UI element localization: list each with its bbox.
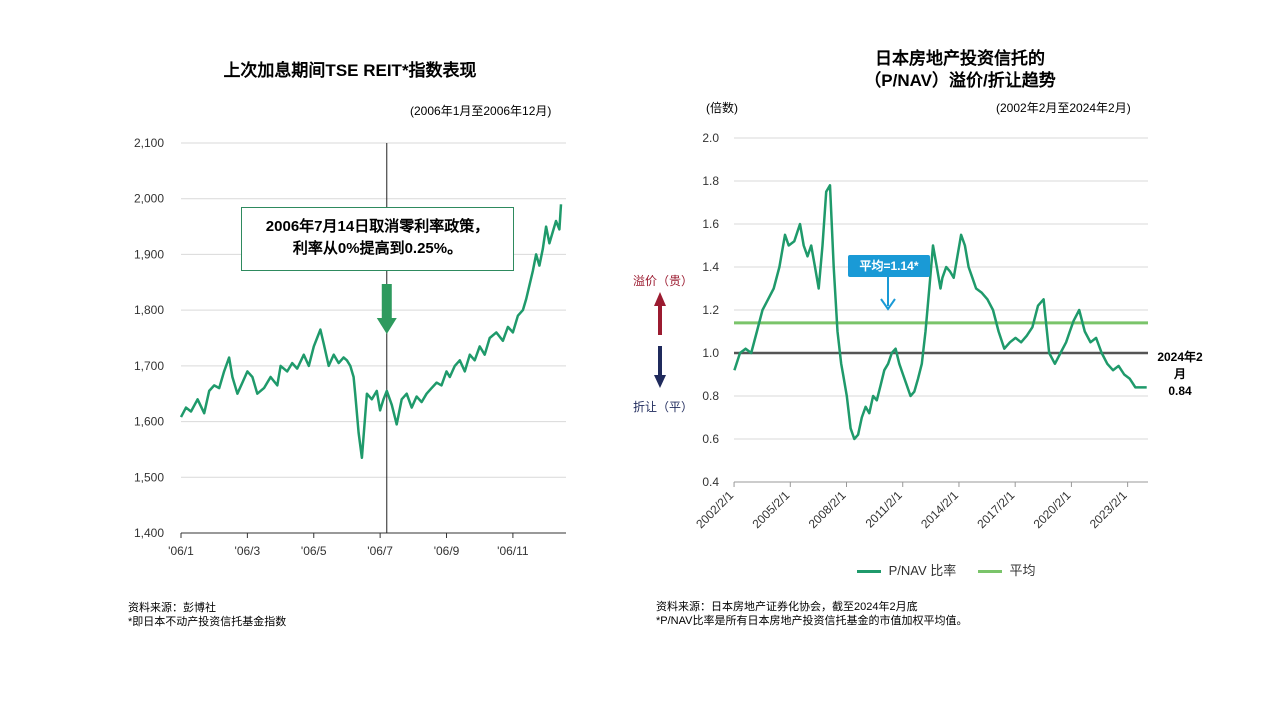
discount-label: 折让（平） [633, 400, 694, 414]
right-y-tick-label: 1.4 [702, 260, 719, 274]
left-y-tick-label: 1,900 [134, 247, 164, 261]
left-x-tick-label: '06/11 [497, 544, 529, 558]
right-title-line-2: （P/NAV）溢价/折让趋势 [864, 71, 1056, 90]
legend-avg-swatch [977, 570, 1002, 574]
right-y-tick-label: 0.4 [702, 475, 719, 489]
legend-pnav-label: P/NAV 比率 [888, 563, 957, 578]
left-chart-period: (2006年1月至2006年12月) [410, 104, 552, 118]
left-source-line-1: 资料来源：彭博社 [128, 602, 216, 614]
left-x-tick-label: '06/1 [168, 544, 194, 558]
right-x-tick-label: 2014/2/1 [918, 488, 961, 531]
right-source-line-2: *P/NAV比率是所有日本房地产投资信托基金的市值加权平均值。 [656, 615, 968, 627]
right-source-line-1: 资料来源：日本房地产证券化协会，截至2024年2月底 [656, 601, 918, 613]
left-source: 资料来源：彭博社 *即日本不动产投资信托基金指数 [128, 601, 286, 629]
right-y-tick-label: 1.6 [702, 217, 719, 231]
right-y-tick-label: 1.2 [702, 303, 719, 317]
green-down-arrow-icon [376, 318, 397, 334]
left-source-line-2: *即日本不动产投资信托基金指数 [128, 616, 287, 628]
right-chart-period: (2002年2月至2024年2月) [996, 101, 1131, 115]
discount-arrow-shaft [658, 346, 662, 376]
end-label-date: 2024年2月 [1157, 350, 1203, 381]
legend: P/NAV 比率 平均 [857, 560, 1036, 579]
left-y-tick-label: 1,700 [134, 359, 164, 373]
left-y-tick-label: 1,800 [134, 303, 164, 317]
left-annotation-box: 2006年7月14日取消零利率政策， 利率从0%提高到0.25%。 [241, 207, 514, 271]
left-y-tick-label: 2,100 [134, 136, 164, 150]
right-x-tick-label: 2023/2/1 [1087, 488, 1130, 531]
tse-reit-series-line [179, 204, 563, 460]
premium-label: 溢价（贵） [633, 274, 694, 288]
end-label-value: 0.84 [1168, 384, 1192, 398]
green-down-arrow-shaft [381, 284, 392, 320]
left-x-tick-label: '06/5 [301, 544, 327, 558]
right-x-tick-label: 2011/2/1 [863, 488, 906, 531]
right-title-line-1: 日本房地产投资信托的 [875, 49, 1045, 68]
right-y-tick-label: 0.6 [702, 432, 719, 446]
legend-pnav-swatch [857, 570, 881, 574]
left-x-tick-label: '06/7 [367, 544, 393, 558]
right-y-tick-label: 1.0 [702, 346, 719, 360]
left-y-tick-label: 2,000 [134, 192, 164, 206]
right-x-tick-label: 2020/2/1 [1031, 488, 1074, 531]
right-chart-title: 日本房地产投资信托的 （P/NAV）溢价/折让趋势 [800, 48, 1120, 92]
legend-avg-label: 平均 [1009, 563, 1036, 578]
pnav-series-line [733, 184, 1147, 441]
right-y-tick-label: 0.8 [702, 389, 719, 403]
left-chart-title: 上次加息期间TSE REIT*指数表现 [223, 61, 477, 80]
left-x-tick-label: '06/9 [434, 544, 460, 558]
average-callout: 平均=1.14* [848, 255, 930, 277]
end-label: 2024年2月 0.84 [1156, 349, 1204, 400]
callout-pointer-arrow-icon [880, 298, 896, 311]
right-x-tick-label: 2005/2/1 [749, 488, 792, 531]
right-y-tick-label: 1.8 [702, 174, 719, 188]
annotation-line-1: 2006年7月14日取消零利率政策， [265, 218, 490, 235]
left-x-tick-label: '06/3 [235, 544, 261, 558]
left-y-tick-label: 1,500 [134, 470, 164, 484]
annotation-line-2: 利率从0%提高到0.25%。 [292, 240, 463, 257]
right-x-tick-label: 2008/2/1 [806, 488, 849, 531]
premium-arrow-shaft [658, 305, 662, 335]
right-chart-unit: (倍数) [706, 101, 738, 115]
right-source: 资料来源：日本房地产证券化协会，截至2024年2月底 *P/NAV比率是所有日本… [656, 600, 967, 628]
left-y-tick-label: 1,400 [134, 526, 164, 540]
left-y-tick-label: 1,600 [134, 415, 164, 429]
right-x-tick-label: 2017/2/1 [974, 488, 1017, 531]
premium-up-arrow-icon [654, 292, 666, 306]
discount-down-arrow-icon [654, 375, 666, 388]
right-x-tick-label: 2002/2/1 [693, 488, 736, 531]
right-y-tick-label: 2.0 [702, 131, 719, 145]
